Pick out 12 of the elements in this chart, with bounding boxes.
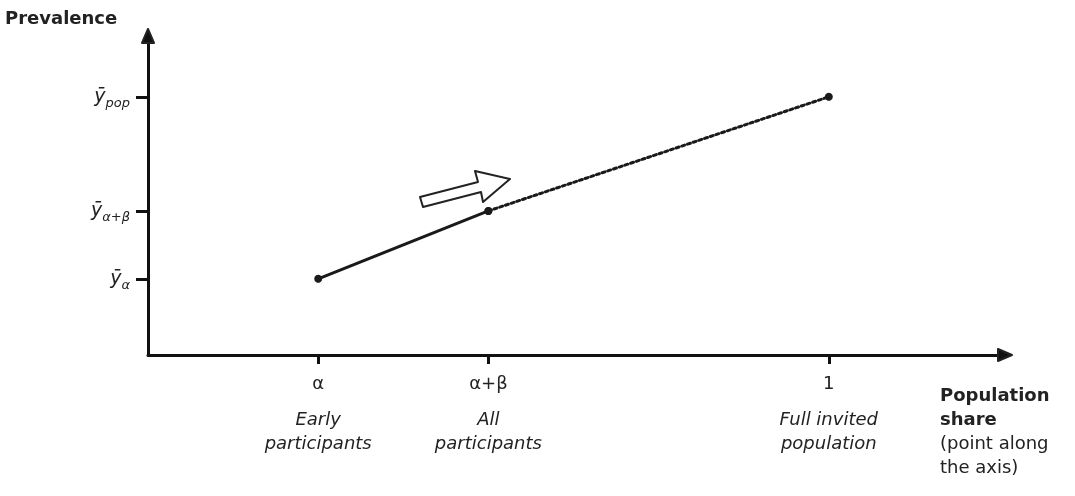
x-tick-label: α+β bbox=[469, 371, 508, 393]
x-tick-label: 1 bbox=[823, 371, 835, 393]
text: ȳ$_{pop}$ bbox=[94, 83, 130, 110]
text: All participants bbox=[433, 407, 543, 455]
text: Early participants bbox=[263, 407, 373, 455]
text: (point along the axis) bbox=[940, 431, 1050, 479]
text: ȳ$_{α}$ bbox=[110, 265, 130, 292]
text: ȳ$_{α+β}$ bbox=[90, 198, 130, 224]
y-axis-title: Prevalence bbox=[5, 6, 119, 30]
x-tick-label: α bbox=[312, 371, 325, 393]
x-axis-title: Population share bbox=[940, 383, 1051, 431]
text: Full invited population bbox=[778, 407, 879, 455]
